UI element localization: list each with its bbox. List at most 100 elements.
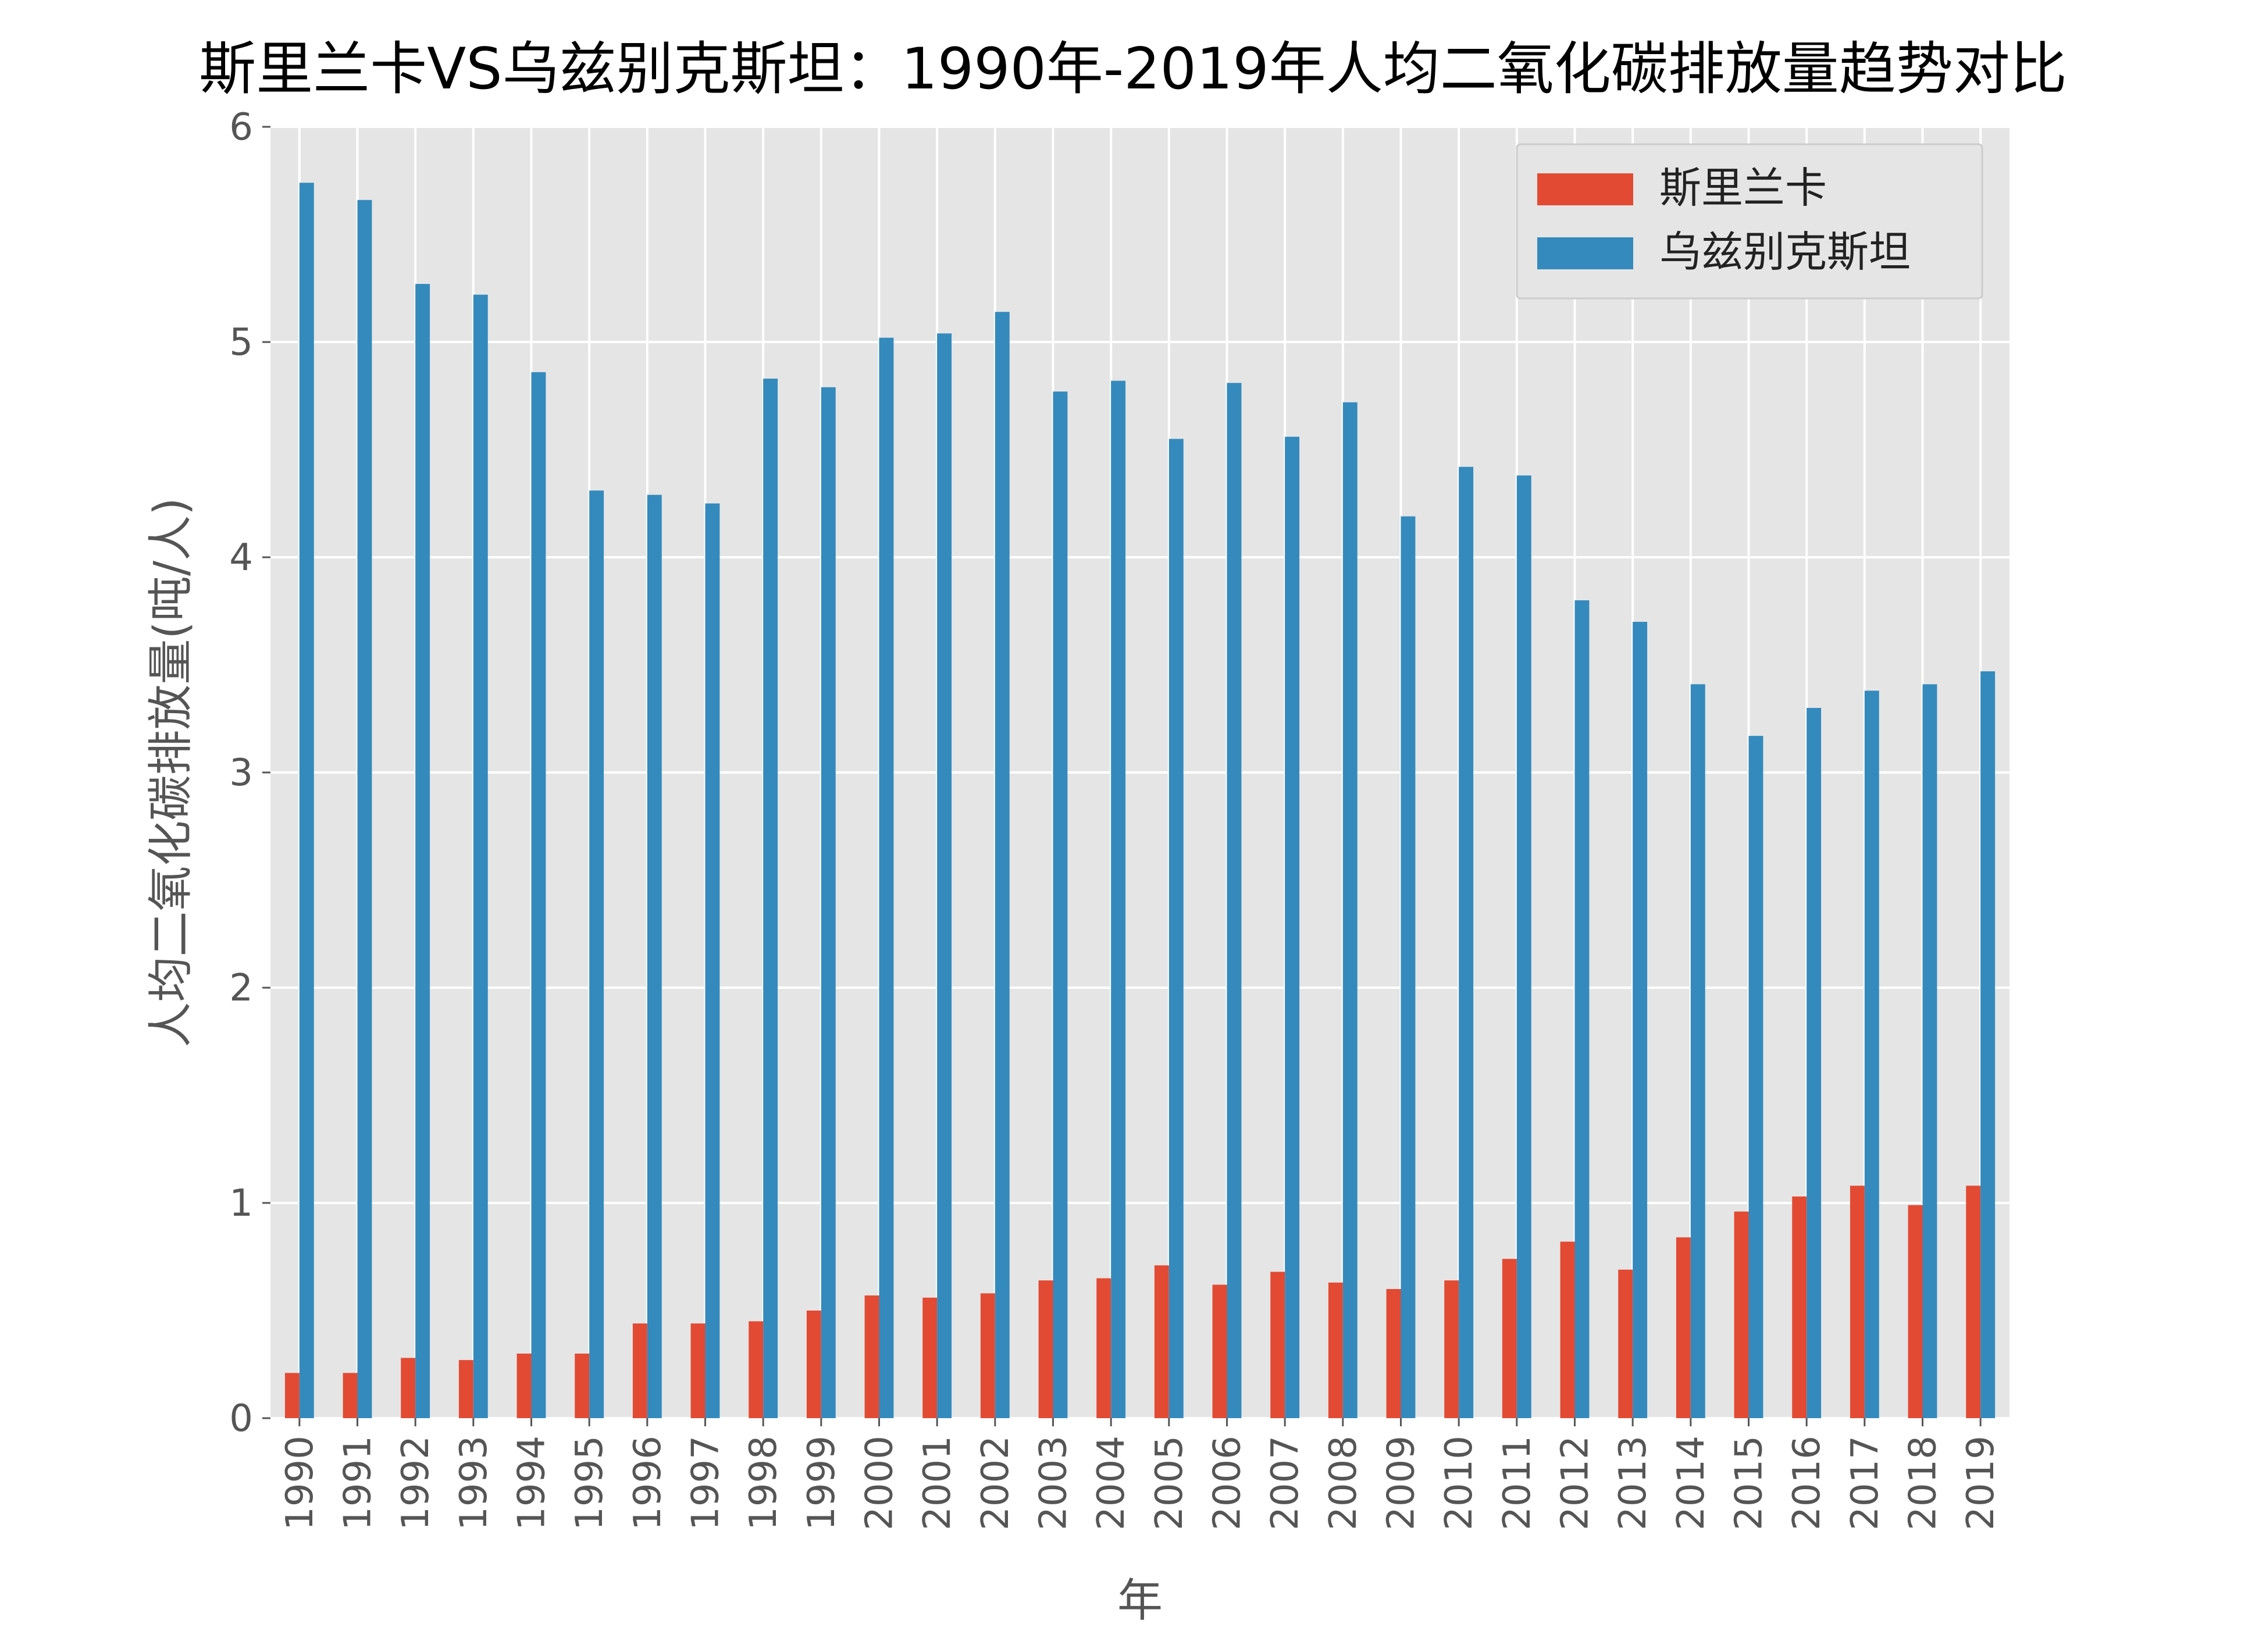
x-tick-label: 1991 <box>337 1436 380 1530</box>
bar-srilanka <box>575 1354 590 1418</box>
bar-srilanka <box>1850 1185 1865 1418</box>
bar-uzbekistan <box>647 494 662 1419</box>
x-tick-label: 2003 <box>1032 1436 1075 1530</box>
bar-srilanka <box>1386 1289 1401 1418</box>
legend-swatch-uzbekistan <box>1537 237 1633 269</box>
bars <box>284 183 1996 1419</box>
bar-uzbekistan <box>1227 383 1242 1418</box>
legend-label-uzbekistan: 乌兹别克斯坦 <box>1659 227 1911 276</box>
bar-srilanka <box>1270 1272 1285 1418</box>
bar-uzbekistan <box>299 183 314 1419</box>
x-tick-label: 1992 <box>394 1436 437 1530</box>
bar-srilanka <box>1096 1278 1111 1418</box>
x-tick-label: 2014 <box>1670 1436 1713 1530</box>
x-tick-label: 1998 <box>742 1436 785 1530</box>
bar-uzbekistan <box>1459 467 1474 1418</box>
x-tick-label: 1990 <box>279 1436 322 1530</box>
bar-uzbekistan <box>1053 391 1068 1418</box>
bar-srilanka <box>1212 1284 1227 1418</box>
bar-uzbekistan <box>1516 475 1531 1418</box>
x-tick-label: 2000 <box>858 1436 902 1530</box>
bar-uzbekistan <box>879 337 894 1418</box>
x-tick-label: 2015 <box>1728 1436 1771 1530</box>
x-tick-label: 2013 <box>1612 1436 1655 1530</box>
x-tick-label: 2004 <box>1090 1436 1133 1530</box>
bar-uzbekistan <box>473 294 488 1419</box>
chart-title: 斯里兰卡VS乌兹别克斯坦：1990年-2019年人均二氧化碳排放量趋势对比 <box>199 36 2067 102</box>
x-tick-label: 2017 <box>1844 1436 1887 1530</box>
bar-srilanka <box>632 1323 647 1418</box>
bar-srilanka <box>864 1295 879 1418</box>
bar-uzbekistan <box>705 503 720 1418</box>
bar-uzbekistan <box>1922 684 1937 1418</box>
bar-srilanka <box>980 1293 995 1418</box>
bar-srilanka <box>284 1373 300 1418</box>
x-tick-label: 2009 <box>1380 1436 1423 1530</box>
bar-srilanka <box>1038 1280 1053 1418</box>
bar-srilanka <box>1734 1211 1749 1418</box>
bar-uzbekistan <box>589 490 604 1418</box>
bar-srilanka <box>458 1360 473 1418</box>
y-axis-label: 人均二氧化碳排放量(吨/人) <box>145 497 197 1047</box>
y-tick-label: 2 <box>229 967 253 1010</box>
x-tick-label: 2010 <box>1438 1436 1481 1530</box>
x-tick-label: 1993 <box>453 1436 496 1530</box>
bar-uzbekistan <box>1633 622 1648 1418</box>
bar-srilanka <box>401 1358 416 1418</box>
bar-srilanka <box>1444 1280 1459 1418</box>
x-tick-label: 2005 <box>1148 1436 1191 1530</box>
bar-uzbekistan <box>1574 600 1590 1418</box>
y-tick-label: 0 <box>229 1397 253 1440</box>
legend-swatch-srilanka <box>1537 173 1633 205</box>
y-tick-label: 6 <box>229 106 253 149</box>
bar-uzbekistan <box>1748 736 1763 1418</box>
bar-srilanka <box>690 1323 706 1418</box>
x-tick-label: 2006 <box>1206 1436 1249 1530</box>
bar-srilanka <box>749 1321 764 1418</box>
y-axis-ticks: 0 1 2 3 4 5 6 <box>229 106 270 1440</box>
bar-srilanka <box>1560 1241 1575 1418</box>
bar-uzbekistan <box>357 200 372 1418</box>
bar-uzbekistan <box>821 387 836 1419</box>
y-tick-label: 3 <box>229 752 253 795</box>
bar-srilanka <box>1792 1196 1807 1418</box>
x-tick-label: 2002 <box>974 1436 1017 1530</box>
bar-uzbekistan <box>1401 516 1416 1419</box>
bar-srilanka <box>1502 1259 1517 1418</box>
bar-srilanka <box>806 1311 821 1418</box>
y-tick-label: 4 <box>229 536 253 579</box>
x-tick-label: 2008 <box>1322 1436 1365 1530</box>
bar-srilanka <box>1908 1205 1923 1418</box>
x-tick-label: 2012 <box>1554 1436 1597 1530</box>
bar-srilanka <box>1618 1269 1633 1418</box>
x-tick-label: 2011 <box>1496 1436 1539 1530</box>
bar-srilanka <box>1966 1185 1981 1418</box>
bar-uzbekistan <box>1111 380 1126 1418</box>
x-tick-label: 1999 <box>800 1436 843 1530</box>
x-tick-label: 2007 <box>1264 1436 1307 1530</box>
bar-uzbekistan <box>1285 436 1300 1418</box>
x-tick-label: 2019 <box>1959 1436 2003 1530</box>
bar-srilanka <box>343 1373 358 1418</box>
bar-srilanka <box>1676 1237 1691 1418</box>
bar-uzbekistan <box>763 378 778 1418</box>
y-tick-label: 5 <box>229 321 253 364</box>
bar-uzbekistan <box>1864 690 1879 1418</box>
x-axis-label: 年 <box>1117 1575 1163 1627</box>
x-tick-label: 1997 <box>685 1436 728 1530</box>
bar-uzbekistan <box>995 312 1010 1419</box>
x-tick-label: 2001 <box>916 1436 959 1530</box>
bar-uzbekistan <box>937 333 952 1419</box>
bar-srilanka <box>922 1297 938 1418</box>
bar-uzbekistan <box>531 372 546 1418</box>
x-tick-label: 2018 <box>1902 1436 1945 1530</box>
bar-srilanka <box>1328 1282 1343 1418</box>
x-tick-label: 1996 <box>626 1436 669 1530</box>
bar-uzbekistan <box>1690 684 1705 1418</box>
bar-uzbekistan <box>1342 402 1358 1418</box>
bar-uzbekistan <box>1807 708 1822 1418</box>
legend-label-srilanka: 斯里兰卡 <box>1659 163 1827 212</box>
x-axis-ticks: 1990 1991 1992 1993 1994 1995 1996 1997 1998 1999… <box>279 1418 2003 1530</box>
